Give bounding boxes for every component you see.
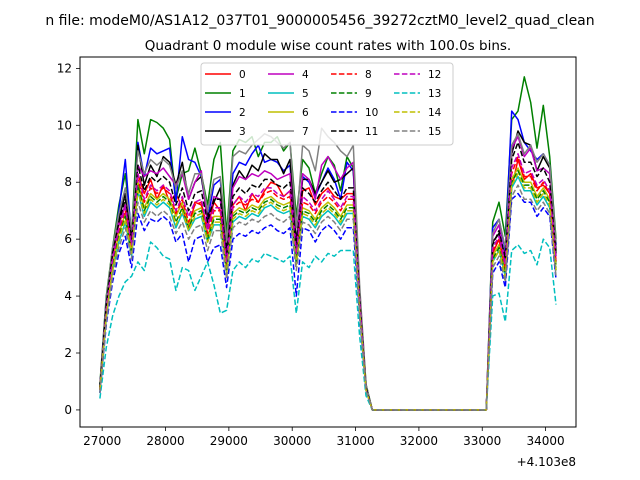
x-tick-label: 33000	[463, 434, 501, 448]
x-axis: 27000 28000 29000 30000 31000 32000 33000 34000	[83, 427, 565, 448]
legend-label-14: 14	[428, 107, 442, 119]
series-layer	[99, 76, 557, 411]
legend-label-7: 7	[302, 126, 309, 138]
legend-label-12: 12	[428, 69, 441, 81]
y-tick-label: 4	[64, 289, 72, 303]
legend-label-13: 13	[428, 88, 441, 100]
y-axis: 0 2 4 6 8 10 12	[57, 61, 80, 417]
x-tick-label: 27000	[83, 434, 121, 448]
legend-label-0: 0	[239, 69, 246, 81]
figure-suptitle: n file: modeM0/AS1A12_037T01_9000005456_…	[45, 13, 594, 29]
series-line-15	[99, 184, 557, 411]
legend-label-1: 1	[239, 88, 246, 100]
y-tick-label: 10	[57, 118, 72, 132]
x-tick-label: 31000	[336, 434, 374, 448]
legend-label-11: 11	[365, 126, 378, 138]
legend-label-5: 5	[302, 88, 309, 100]
legend-label-3: 3	[239, 126, 246, 138]
y-tick-label: 6	[64, 232, 72, 246]
x-tick-label: 32000	[400, 434, 438, 448]
x-tick-label: 34000	[527, 434, 565, 448]
chart-title: Quadrant 0 module wise count rates with …	[145, 38, 511, 54]
plot-frame	[79, 56, 577, 428]
legend-box	[200, 62, 454, 146]
x-tick-label: 29000	[210, 434, 248, 448]
legend-label-6: 6	[302, 107, 309, 119]
x-tick-label: 28000	[146, 434, 184, 448]
x-offset-label: +4.103e8	[517, 455, 576, 469]
legend-label-8: 8	[365, 69, 372, 81]
legend-label-9: 9	[365, 88, 372, 100]
legend-label-4: 4	[302, 69, 309, 81]
y-tick-label: 2	[64, 346, 72, 360]
y-tick-label: 0	[64, 403, 72, 417]
legend-label-2: 2	[239, 107, 246, 119]
legend-label-15: 15	[428, 126, 441, 138]
y-tick-label: 12	[57, 61, 72, 75]
legend-label-10: 10	[365, 107, 378, 119]
series-line-14	[99, 172, 557, 411]
y-tick-label: 8	[64, 175, 72, 189]
x-tick-label: 30000	[273, 434, 311, 448]
